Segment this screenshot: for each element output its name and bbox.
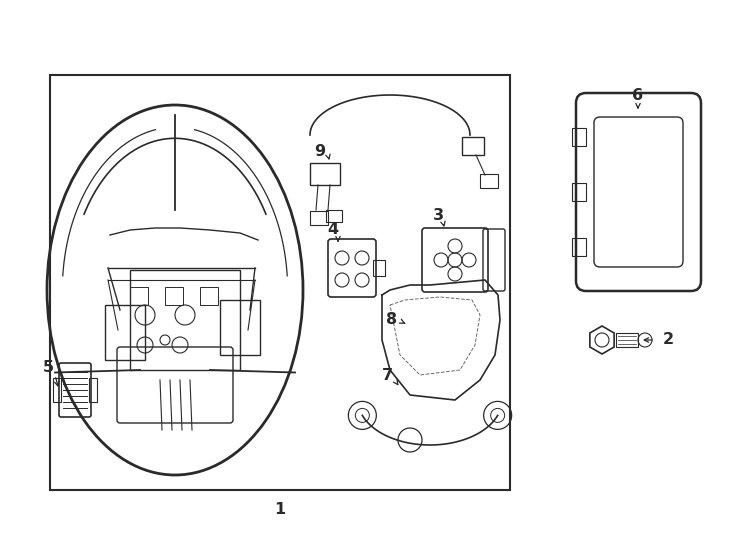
Text: 5: 5 bbox=[43, 361, 54, 375]
Bar bbox=[89, 378, 97, 402]
Text: 8: 8 bbox=[386, 313, 398, 327]
Bar bbox=[310, 211, 328, 225]
Text: 2: 2 bbox=[663, 333, 674, 348]
Text: 7: 7 bbox=[382, 368, 393, 382]
Bar bbox=[480, 174, 498, 188]
Bar bbox=[462, 137, 484, 155]
Bar bbox=[572, 183, 586, 201]
Bar bbox=[220, 300, 260, 355]
Bar bbox=[130, 287, 148, 305]
Bar bbox=[310, 163, 340, 185]
Bar bbox=[572, 238, 586, 256]
Bar bbox=[105, 305, 145, 360]
Bar bbox=[200, 287, 218, 305]
Bar bbox=[572, 128, 586, 146]
Text: 9: 9 bbox=[314, 145, 326, 159]
Bar bbox=[165, 287, 183, 305]
Bar bbox=[616, 333, 638, 347]
Bar bbox=[50, 75, 510, 490]
Text: 3: 3 bbox=[432, 207, 443, 222]
Bar bbox=[326, 210, 342, 222]
Bar bbox=[53, 378, 61, 402]
Text: 4: 4 bbox=[327, 222, 338, 238]
Text: 1: 1 bbox=[275, 502, 286, 517]
Bar bbox=[130, 270, 240, 370]
Bar bbox=[373, 260, 385, 276]
Text: 6: 6 bbox=[633, 87, 644, 103]
